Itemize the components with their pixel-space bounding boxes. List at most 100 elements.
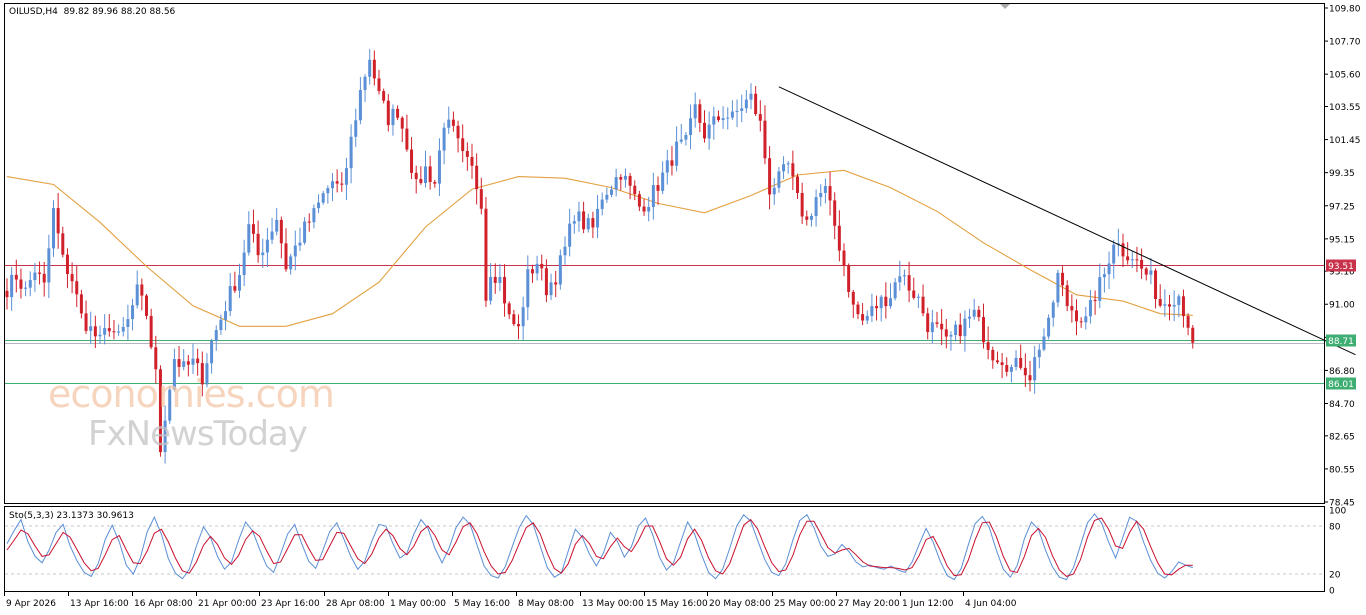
candle-body bbox=[837, 225, 841, 251]
candle-body bbox=[391, 108, 395, 126]
candle-body bbox=[684, 134, 688, 140]
candle-body bbox=[182, 361, 186, 367]
candle-body bbox=[275, 219, 279, 232]
candle-body bbox=[1000, 362, 1004, 366]
candle-body bbox=[1079, 321, 1083, 323]
y-tick-label: 107.70 bbox=[1329, 38, 1361, 48]
candle-body bbox=[24, 287, 28, 289]
candle-body bbox=[1005, 365, 1009, 372]
candle-body bbox=[940, 323, 944, 330]
candle-body bbox=[126, 319, 130, 327]
candle-body bbox=[670, 160, 674, 166]
candle-body bbox=[414, 172, 418, 180]
x-tick-label: 28 Apr 08:00 bbox=[326, 599, 385, 609]
x-tick-label: 15 May 16:00 bbox=[646, 599, 708, 609]
candle-body bbox=[744, 99, 748, 109]
candle-body bbox=[786, 163, 790, 165]
candle-body bbox=[591, 218, 595, 228]
y-tick-label: 82.65 bbox=[1329, 432, 1355, 442]
candle-body bbox=[135, 284, 139, 306]
x-tick-label: 8 May 08:00 bbox=[518, 599, 574, 609]
y-tick-label: 78.45 bbox=[1329, 499, 1355, 509]
candle-body bbox=[679, 139, 683, 142]
candle-body bbox=[1135, 259, 1139, 261]
candle-body bbox=[889, 298, 892, 307]
y-tick-label: 101.45 bbox=[1329, 136, 1361, 146]
candle-body bbox=[168, 389, 172, 421]
candle-body bbox=[103, 328, 107, 335]
candle-body bbox=[596, 208, 600, 228]
candle-body bbox=[507, 303, 511, 315]
candle-body bbox=[526, 269, 530, 308]
candle-body bbox=[628, 175, 632, 186]
x-tick-label: 1 May 00:00 bbox=[390, 599, 446, 609]
candle-body bbox=[437, 150, 441, 184]
candle-body bbox=[1023, 367, 1027, 376]
candle-body bbox=[758, 114, 762, 121]
candle-body bbox=[419, 179, 423, 184]
candle-body bbox=[749, 93, 753, 100]
y-tick-label: 86.80 bbox=[1329, 367, 1355, 377]
candle-body bbox=[56, 208, 60, 234]
candle-body bbox=[703, 122, 706, 139]
candle-body bbox=[354, 120, 358, 137]
candle-body bbox=[479, 189, 483, 209]
y-tick-label: 97.25 bbox=[1329, 202, 1355, 212]
candle-body bbox=[712, 116, 716, 125]
candle-body bbox=[772, 187, 776, 195]
candle-body bbox=[42, 273, 46, 283]
candle-body bbox=[145, 295, 148, 316]
candle-body bbox=[410, 149, 414, 173]
candle-body bbox=[335, 181, 339, 184]
candle-body bbox=[19, 279, 23, 289]
candle-body bbox=[554, 282, 558, 285]
candle-body bbox=[33, 272, 37, 281]
x-tick-label: 27 May 20:00 bbox=[838, 599, 900, 609]
candle-body bbox=[544, 268, 548, 296]
candle-body bbox=[623, 175, 627, 180]
candle-body bbox=[847, 265, 851, 292]
candle-body bbox=[842, 250, 846, 266]
candle-body bbox=[5, 290, 9, 298]
candle-body bbox=[368, 59, 372, 77]
candle-body bbox=[819, 192, 823, 198]
candle-body bbox=[349, 136, 353, 169]
candle-body bbox=[512, 314, 516, 325]
candle-body bbox=[707, 124, 711, 139]
candle-body bbox=[1102, 274, 1106, 278]
scroll-marker-icon[interactable] bbox=[1000, 4, 1010, 9]
candle-body bbox=[79, 294, 83, 314]
candle-body bbox=[721, 118, 725, 121]
level-tag-86.01 bbox=[1326, 377, 1356, 390]
ohlc-values: 89.82 89.96 88.20 88.56 bbox=[63, 7, 176, 17]
candle-body bbox=[828, 186, 832, 201]
candle-body bbox=[879, 296, 883, 309]
candle-body bbox=[563, 246, 567, 256]
candle-body bbox=[1084, 316, 1088, 323]
candle-body bbox=[1061, 272, 1065, 286]
candle-body bbox=[1033, 357, 1037, 381]
y-tick-label: 109.80 bbox=[1329, 5, 1361, 15]
candle-body bbox=[726, 117, 730, 119]
candle-body bbox=[777, 171, 781, 188]
candle-body bbox=[233, 286, 237, 291]
symbol-header: OILUSD,H4 89.82 89.96 88.20 88.56 bbox=[9, 7, 175, 17]
candle-body bbox=[791, 163, 795, 177]
candle-body bbox=[577, 211, 581, 222]
candle-body bbox=[205, 363, 209, 385]
candle-body bbox=[1065, 285, 1069, 307]
candle-body bbox=[763, 120, 767, 159]
candle-body bbox=[605, 194, 609, 200]
candle-body bbox=[930, 322, 934, 333]
candle-body bbox=[661, 172, 665, 191]
candle-body bbox=[642, 206, 646, 212]
candle-body bbox=[968, 316, 972, 319]
candle-body bbox=[424, 166, 427, 184]
candle-body bbox=[535, 263, 539, 274]
candle-body bbox=[558, 255, 562, 285]
candle-body bbox=[1144, 268, 1148, 275]
candle-body bbox=[633, 185, 637, 195]
level-tag-label: 88.71 bbox=[1328, 337, 1354, 347]
candle-body bbox=[149, 315, 153, 348]
